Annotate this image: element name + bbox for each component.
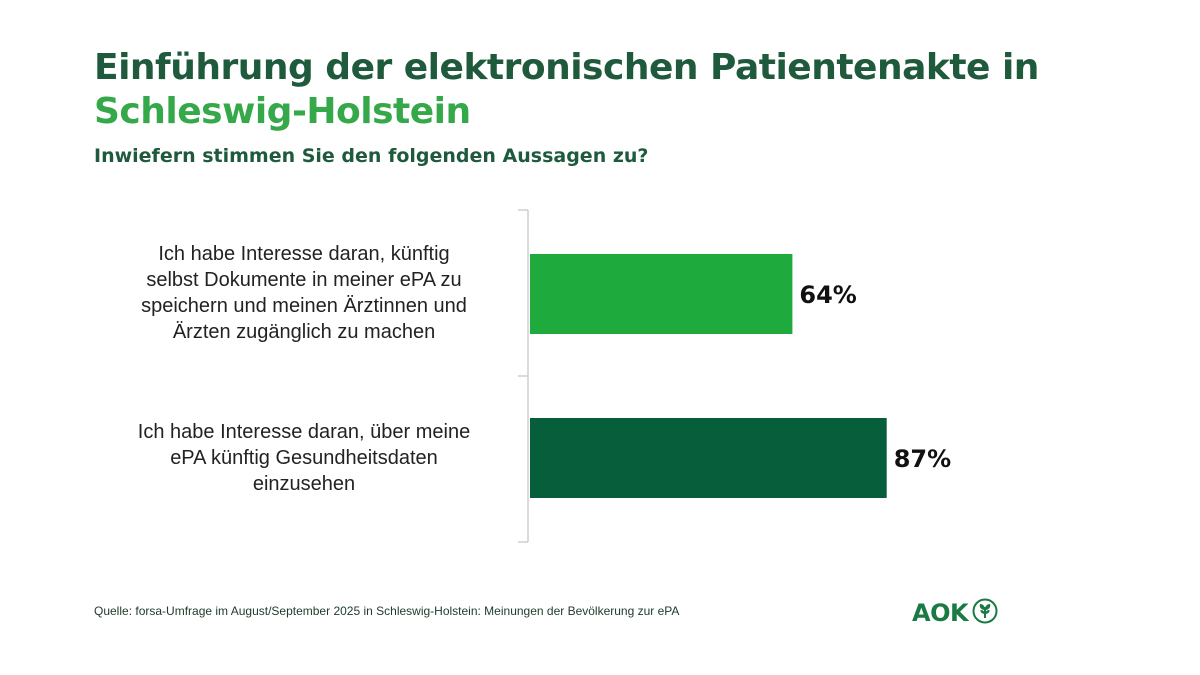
category-label-1-line: selbst Dokumente in meiner ePA zu <box>146 269 462 291</box>
category-label-1-line: Ärzten zugänglich zu machen <box>172 321 436 343</box>
source-note: Quelle: forsa-Umfrage im August/Septembe… <box>94 604 680 618</box>
bar-1 <box>530 254 793 334</box>
chart-subtitle: Inwiefern stimmen Sie den folgenden Auss… <box>94 145 649 167</box>
category-label-1-line: Ich habe Interesse daran, künftig <box>158 243 450 265</box>
category-label-1: Ich habe Interesse daran, künftig selbst… <box>94 241 514 345</box>
title-line-2: Schleswig-Holstein <box>94 91 471 132</box>
aok-logo: AOK <box>912 598 998 628</box>
category-label-2-line: Ich habe Interesse daran, über meine <box>137 421 471 443</box>
category-label-2: Ich habe Interesse daran, über meine ePA… <box>94 419 514 497</box>
category-label-2-line: ePA künftig Gesundheitsdaten <box>170 447 438 469</box>
value-label-2: 87% <box>894 445 951 473</box>
title-line-1: Einführung der elektronischen Patientena… <box>94 47 1039 88</box>
value-label-1: 64% <box>799 281 856 309</box>
chart-title: Einführung der elektronischen Patientena… <box>94 46 1039 134</box>
bar-2 <box>530 418 887 498</box>
category-label-1-line: speichern und meinen Ärztinnen und <box>141 295 467 317</box>
logo-text: AOK <box>912 599 969 627</box>
category-label-2-line: einzusehen <box>252 473 356 495</box>
aok-tree-icon <box>972 598 998 628</box>
